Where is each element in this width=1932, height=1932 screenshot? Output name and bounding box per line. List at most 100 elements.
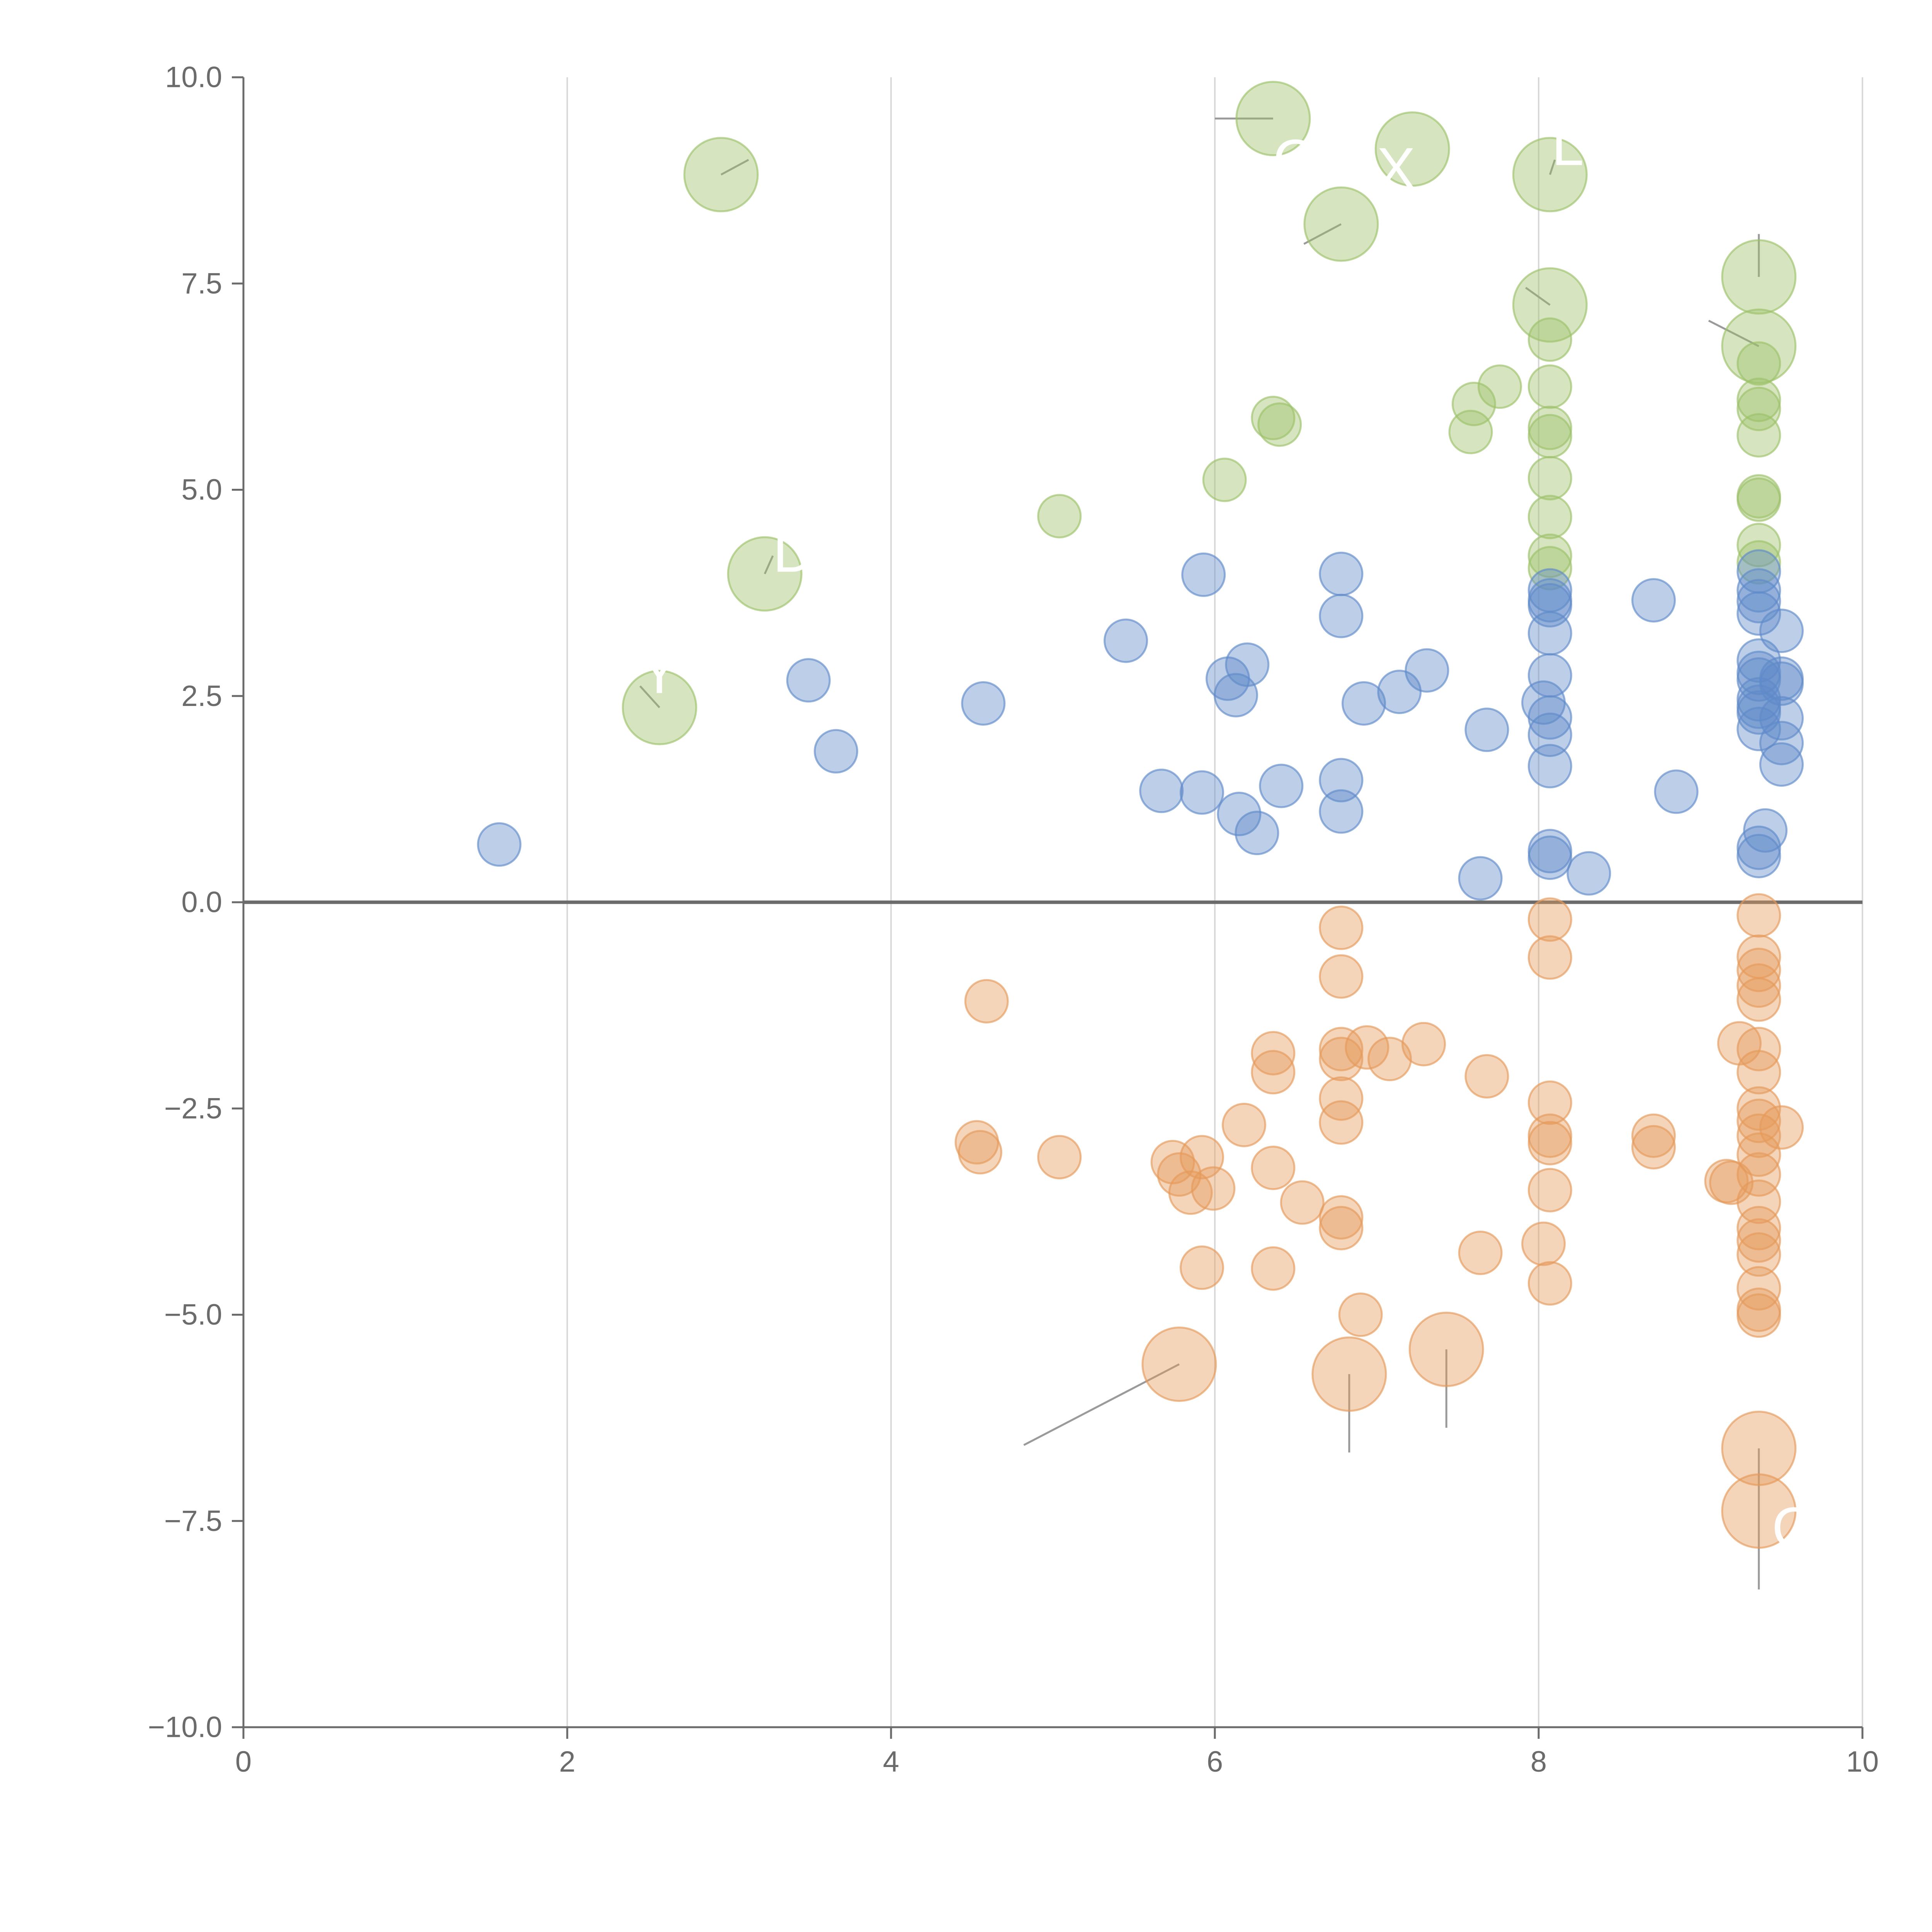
point-label: C xyxy=(1772,1495,1813,1560)
blue-point-22 xyxy=(1458,856,1503,901)
blue-point-21 xyxy=(1464,707,1509,752)
orange-point-43 xyxy=(1631,1113,1676,1158)
orange-point-40 xyxy=(1527,1168,1572,1213)
x-tick-label: 10 xyxy=(1846,1745,1879,1778)
green-point-9 xyxy=(622,670,697,745)
orange-point-28 xyxy=(1319,1206,1364,1250)
green-point-30 xyxy=(1736,477,1781,522)
orange-point-15 xyxy=(1221,1102,1266,1147)
green-point-8 xyxy=(727,536,803,612)
orange-point-4 xyxy=(1721,1473,1797,1549)
blue-point-9 xyxy=(1213,673,1258,718)
x-tick-label: 6 xyxy=(1207,1745,1223,1778)
orange-point-61 xyxy=(1736,1206,1781,1250)
blue-point-11 xyxy=(1217,792,1262,837)
blue-point-43 xyxy=(1736,657,1781,702)
point-label: D xyxy=(773,519,815,584)
blue-point-2 xyxy=(814,729,859,774)
leader-line-0 xyxy=(720,159,749,176)
orange-point-54 xyxy=(1736,1050,1781,1095)
point-label: X xyxy=(1377,136,1415,201)
leader-line-9 xyxy=(1023,1363,1180,1446)
green-point-11 xyxy=(1477,364,1522,409)
y-tick-label: 10.0 xyxy=(165,61,222,94)
orange-point-25 xyxy=(1319,1076,1364,1121)
orange-point-63 xyxy=(1736,1232,1781,1277)
blue-point-10 xyxy=(1225,642,1270,687)
blue-point-18 xyxy=(1341,681,1386,726)
green-point-0 xyxy=(683,137,759,213)
orange-point-37 xyxy=(1527,1080,1572,1125)
blue-point-41 xyxy=(1736,638,1781,683)
blue-point-32 xyxy=(1527,829,1572,874)
orange-point-66 xyxy=(1736,1293,1781,1338)
green-point-3 xyxy=(1512,137,1588,213)
blue-point-39 xyxy=(1736,579,1781,624)
blue-point-51 xyxy=(1759,609,1804,653)
orange-point-57 xyxy=(1736,1113,1781,1158)
green-point-12 xyxy=(1527,364,1572,409)
blue-point-36 xyxy=(1654,769,1699,814)
blue-point-30 xyxy=(1527,713,1572,757)
orange-point-1 xyxy=(1311,1336,1387,1412)
orange-point-35 xyxy=(1527,897,1572,942)
orange-point-52 xyxy=(1736,977,1781,1022)
blue-point-7 xyxy=(1181,552,1226,597)
orange-point-33 xyxy=(1464,1054,1509,1099)
blue-point-38 xyxy=(1736,568,1781,613)
green-point-21 xyxy=(1037,494,1082,539)
point-labels: S D Y O X Li F C xyxy=(640,99,1814,1560)
blue-point-50 xyxy=(1743,808,1788,853)
orange-point-32 xyxy=(1401,1022,1446,1066)
orange-point-19 xyxy=(1251,1246,1296,1291)
y-tick-label: 2.5 xyxy=(181,680,222,713)
point-label: O xyxy=(1273,128,1318,192)
green-point-2 xyxy=(1374,111,1450,187)
green-point-18 xyxy=(1527,414,1572,459)
orange-point-24 xyxy=(1319,1037,1364,1082)
blue-point-47 xyxy=(1736,707,1781,752)
leader-line-8 xyxy=(1708,320,1759,347)
axes: 10.0 7.5 5.0 2.5 0.0 −2.5 −5.0 −7.5 −10.0 0 2 4 6 8 10 xyxy=(148,61,1879,1779)
blue-point-4 xyxy=(1104,618,1148,663)
x-tick-label: 4 xyxy=(883,1745,899,1778)
orange-point-41 xyxy=(1521,1221,1566,1266)
leader-line-6 xyxy=(1525,287,1551,306)
blue-point-53 xyxy=(1759,661,1804,706)
orange-point-44 xyxy=(1631,1125,1676,1170)
green-point-20 xyxy=(1527,456,1572,501)
blue-point-13 xyxy=(1259,764,1304,808)
blue-point-5 xyxy=(1139,769,1184,813)
green-point-15 xyxy=(1257,402,1302,447)
blue-point-31 xyxy=(1527,744,1572,789)
y-tick-label: 0.0 xyxy=(181,886,222,919)
point-label: F xyxy=(1584,288,1619,353)
orange-point-60 xyxy=(1736,1179,1781,1224)
green-point-25 xyxy=(1736,341,1781,386)
orange-point-30 xyxy=(1338,1293,1383,1337)
green-point-23 xyxy=(1527,533,1572,578)
green-point-1 xyxy=(1235,81,1311,156)
blue-point-28 xyxy=(1527,653,1572,698)
orange-point-42 xyxy=(1527,1261,1572,1306)
green-point-13 xyxy=(1451,381,1496,426)
orange-point-55 xyxy=(1736,1086,1781,1131)
point-label: S xyxy=(748,99,787,163)
point-label: Li xyxy=(1552,112,1597,177)
y-tick-label: −2.5 xyxy=(164,1092,222,1125)
green-point-4 xyxy=(1303,186,1379,262)
leader-line-5 xyxy=(1549,159,1556,175)
green-point-19 xyxy=(1202,457,1247,502)
orange-point-14 xyxy=(1179,1245,1224,1290)
orange-point-22 xyxy=(1319,954,1364,999)
x-tick-label: 8 xyxy=(1531,1745,1547,1778)
blue-point-3 xyxy=(961,681,1006,726)
green-point-24 xyxy=(1527,546,1572,590)
orange-point-21 xyxy=(1319,905,1364,950)
green-point-28 xyxy=(1736,413,1781,458)
y-tick-label: −10.0 xyxy=(148,1711,222,1744)
blue-point-54 xyxy=(1759,696,1804,741)
green-point-31 xyxy=(1736,523,1781,568)
x-tick-label: 2 xyxy=(559,1745,575,1778)
